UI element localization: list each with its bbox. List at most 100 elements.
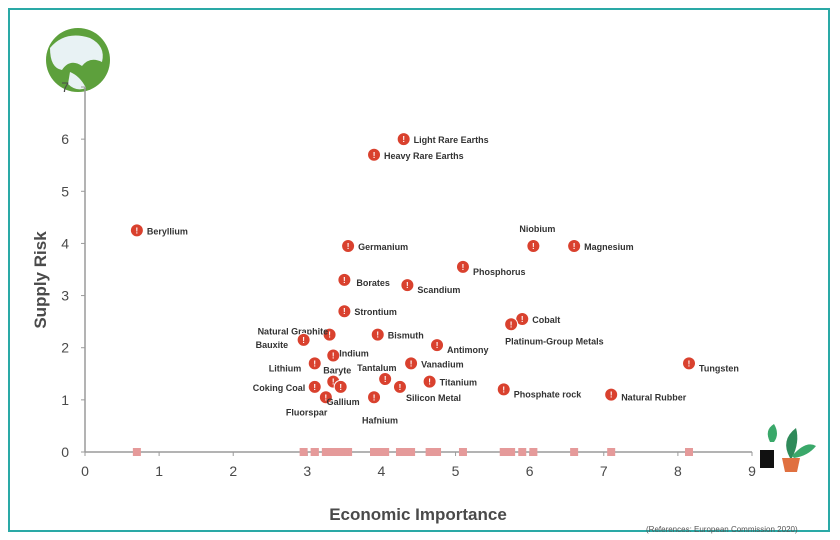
rug-marks xyxy=(132,448,694,456)
x-axis-title: Economic Importance xyxy=(329,505,507,524)
point-symbol: ! xyxy=(406,281,409,290)
point-symbol: ! xyxy=(332,352,335,361)
point-label: Light Rare Earths xyxy=(414,135,489,145)
point-marker xyxy=(396,132,411,147)
y-axis-title: Supply Risk xyxy=(31,231,50,329)
point-label: Cobalt xyxy=(532,315,560,325)
point-symbol: ! xyxy=(610,391,613,400)
y-tick-label: 2 xyxy=(61,340,69,356)
data-point: !Gallium xyxy=(327,379,360,407)
data-point: ! Coking Coal xyxy=(253,379,322,394)
point-symbol: ! xyxy=(325,393,328,402)
data-points: ! Light Rare Earths ! Heavy Rare Earths! Ber… xyxy=(129,132,739,425)
point-label: Silicon Metal xyxy=(406,393,461,403)
x-tick-label: 5 xyxy=(452,463,460,479)
x-tick-label: 7 xyxy=(600,463,608,479)
data-point: ! Tantalum xyxy=(357,363,396,386)
point-marker xyxy=(404,356,419,371)
rug-mark xyxy=(607,448,616,456)
point-label: Tantalum xyxy=(357,363,396,373)
data-point: !Natural Graphite xyxy=(258,327,337,342)
data-point: ! Niobium xyxy=(519,224,555,254)
data-point: ! Platinum-Group Metals xyxy=(504,317,604,346)
data-point: ! Strontium xyxy=(337,304,397,319)
point-symbol: ! xyxy=(688,359,691,368)
x-tick-label: 4 xyxy=(378,463,386,479)
data-point: ! Bauxite xyxy=(256,332,311,350)
data-point: ! Magnesium xyxy=(567,239,634,254)
point-marker xyxy=(378,372,393,386)
point-symbol: ! xyxy=(462,263,465,272)
data-point: ! Germanium xyxy=(341,239,408,254)
data-point: ! Scandium xyxy=(400,278,460,295)
point-label: Coking Coal xyxy=(253,383,306,393)
data-point: ! Phosphorus xyxy=(455,259,526,277)
y-tick-label: 0 xyxy=(61,444,69,460)
point-marker xyxy=(682,356,697,371)
reference-note: (References: European Commission 2020) xyxy=(646,525,798,534)
data-point: ! Titanium xyxy=(422,374,477,389)
point-symbol: ! xyxy=(313,383,316,392)
data-point: ! Indium xyxy=(326,348,369,363)
data-point: ! Natural Rubber xyxy=(604,387,687,403)
point-label: Natural Rubber xyxy=(621,393,687,403)
point-symbol: ! xyxy=(343,276,346,285)
globe-icon xyxy=(46,28,110,92)
point-label: Phosphorus xyxy=(473,267,526,277)
rug-mark xyxy=(299,448,308,456)
point-symbol: ! xyxy=(532,242,535,251)
point-symbol: ! xyxy=(399,383,402,392)
rug-mark xyxy=(329,448,338,456)
rug-mark xyxy=(685,448,694,456)
point-label: Beryllium xyxy=(147,226,188,236)
point-symbol: ! xyxy=(384,375,387,384)
point-label: Antimony xyxy=(447,345,489,355)
point-marker xyxy=(392,379,407,394)
point-symbol: ! xyxy=(136,226,139,235)
point-label: Bauxite xyxy=(256,340,289,350)
point-marker xyxy=(296,332,311,347)
data-point: ! Phosphate rock xyxy=(496,382,583,399)
point-marker xyxy=(129,223,144,238)
point-marker xyxy=(326,348,341,363)
data-point: ! Silicon Metal xyxy=(392,379,461,403)
point-symbol: ! xyxy=(373,393,376,402)
point-label: Vanadium xyxy=(421,359,464,369)
data-point: ! Antimony xyxy=(430,338,489,355)
point-marker xyxy=(455,259,470,274)
point-symbol: ! xyxy=(302,336,305,345)
point-label: Titanium xyxy=(440,378,477,388)
point-marker xyxy=(422,374,437,389)
rug-mark xyxy=(507,448,516,456)
rug-mark xyxy=(518,448,527,456)
point-marker xyxy=(322,327,337,342)
chart-frame: 0 1 2 3 4 5 6 7 8 9 0 1 2 3 4 5 6 7 ! Light Rare Earths! He… xyxy=(8,8,830,534)
point-marker xyxy=(333,379,348,394)
data-point: ! Beryllium xyxy=(129,223,188,238)
y-tick-label: 1 xyxy=(61,392,69,408)
x-tick-label: 6 xyxy=(526,463,534,479)
point-label: Hafnium xyxy=(362,415,398,425)
rug-mark xyxy=(570,448,579,456)
point-marker xyxy=(337,304,352,319)
rug-mark xyxy=(370,448,379,456)
point-symbol: ! xyxy=(521,315,524,324)
rug-mark xyxy=(381,448,390,456)
y-tick-label: 7 xyxy=(61,79,69,95)
point-label: Phosphate rock xyxy=(514,389,583,399)
rug-mark xyxy=(310,448,319,456)
plant-icon xyxy=(760,424,816,472)
point-marker xyxy=(367,147,382,162)
point-label: Fluorspar xyxy=(286,407,328,417)
rug-mark xyxy=(433,448,442,456)
point-marker xyxy=(370,327,385,342)
y-tick-label: 5 xyxy=(61,183,69,199)
point-label: Bismuth xyxy=(388,331,424,341)
y-tick-label: 3 xyxy=(61,288,69,304)
data-point: ! Fluorspar xyxy=(286,390,333,417)
point-label: Magnesium xyxy=(584,242,634,252)
data-point: ! Hafnium xyxy=(362,390,398,425)
point-symbol: ! xyxy=(347,242,350,251)
data-point: ! Heavy Rare Earths xyxy=(367,147,464,162)
point-label: Indium xyxy=(339,349,369,359)
